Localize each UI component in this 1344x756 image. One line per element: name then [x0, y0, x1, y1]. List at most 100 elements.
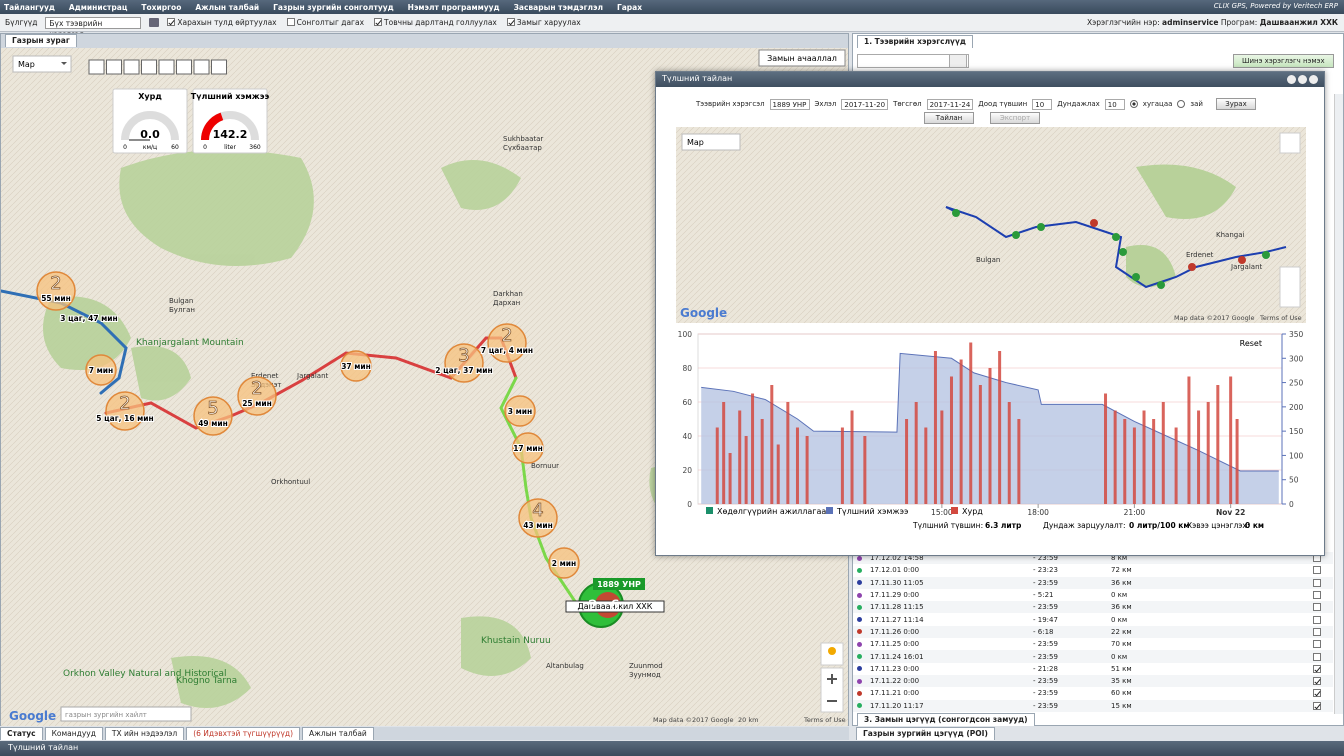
field-input[interactable]: 10	[1032, 98, 1053, 110]
map-tool[interactable]	[123, 59, 140, 75]
trip-row[interactable]: 17.11.22 0:00 - 23:59 35 км	[853, 674, 1333, 688]
trip-row[interactable]: 17.11.23 0:00 - 21:28 51 км	[853, 663, 1333, 675]
trip-checkbox[interactable]	[1313, 603, 1321, 612]
trip-checkbox[interactable]	[1313, 640, 1321, 649]
option[interactable]: Харахын тулд өйртуулах	[167, 18, 277, 27]
cluster[interactable]	[487, 323, 527, 363]
cluster[interactable]	[518, 498, 558, 538]
trip-checkbox[interactable]	[1313, 591, 1321, 600]
map-tool[interactable]	[106, 59, 122, 75]
trip-checkbox[interactable]	[1313, 615, 1321, 624]
trip-checkbox[interactable]	[1313, 689, 1321, 698]
map-tool[interactable]	[176, 59, 192, 75]
search-input[interactable]	[857, 54, 969, 68]
export-button[interactable]: Экспорт	[990, 112, 1040, 124]
trip-row[interactable]: 17.11.28 11:15 - 23:59 36 км	[853, 601, 1333, 614]
bottom-tab[interactable]: Командууд	[44, 727, 103, 740]
map-tool[interactable]	[158, 59, 175, 75]
checkbox[interactable]	[374, 18, 383, 26]
zoom-in[interactable]	[827, 674, 837, 702]
trip-checkbox[interactable]	[1313, 566, 1321, 575]
trip-row[interactable]: 17.11.21 0:00 - 23:59 60 км	[853, 687, 1333, 699]
map-type-select[interactable]	[681, 133, 741, 151]
trip-row[interactable]: 17.11.27 11:14 - 19:47 0 км	[853, 613, 1333, 625]
cluster[interactable]	[237, 376, 277, 416]
fullscreen[interactable]	[1279, 132, 1301, 154]
field-input[interactable]: 2017-11-24	[926, 98, 974, 110]
trip-checkbox[interactable]	[1313, 664, 1321, 673]
trip-row[interactable]: 17.11.25 0:00 - 23:59 70 км	[853, 638, 1333, 650]
minimize[interactable]	[1287, 75, 1296, 84]
gauge-track	[121, 111, 179, 141]
map-tool[interactable]	[211, 59, 227, 75]
menu-item[interactable]: Нэмэлт программууд	[407, 2, 500, 12]
trip-row[interactable]: 17.11.29 0:00 - 5:21 0 км	[853, 589, 1333, 601]
map-tool[interactable]	[193, 59, 210, 75]
cluster[interactable]	[444, 343, 484, 383]
trip-row[interactable]: 17.11.26 0:00 - 6:18 22 км	[853, 625, 1333, 639]
icon[interactable]	[149, 18, 160, 27]
add-button[interactable]: Шинэ хэрэглэгч нэмэх	[1233, 54, 1334, 68]
traffic-button[interactable]	[758, 49, 846, 67]
cluster[interactable]	[340, 350, 372, 382]
menu-item[interactable]: Гарах	[616, 2, 643, 12]
checkbox[interactable]	[506, 18, 515, 26]
report-button[interactable]: Тайлан	[924, 112, 974, 124]
trip-checkbox[interactable]	[1313, 652, 1321, 661]
waypoints-tab[interactable]: 3. Замын цэгүүд (сонгогдсон замууд)	[857, 713, 1035, 726]
cluster[interactable]	[193, 396, 233, 436]
maximize[interactable]	[1298, 75, 1307, 84]
map-tab[interactable]: Газрын зураг	[5, 34, 77, 47]
map-type-select[interactable]	[12, 55, 72, 73]
map-tools: Map Замын ачааллал газрын зургийн хайлт Goo…	[9, 49, 846, 724]
menu-item[interactable]: Газрын зургийн сонголтууд	[273, 2, 394, 12]
gauge-title: Хурд	[138, 92, 162, 101]
trip-checkbox[interactable]	[1313, 578, 1321, 587]
menu-item[interactable]: Засварын тэмдэглэл	[513, 2, 603, 12]
reset[interactable]: Reset	[1240, 339, 1262, 348]
field-input[interactable]: 2017-11-20	[841, 98, 889, 110]
menu-item[interactable]: Администрац	[68, 2, 128, 12]
cluster[interactable]	[36, 271, 76, 311]
bottom-tab[interactable]: Статус	[0, 727, 43, 740]
poi-tab[interactable]: Газрын зургийн цэгүүд (POI)	[856, 727, 995, 740]
option[interactable]: Замыг харуулах	[506, 18, 581, 27]
option[interactable]: Сонголтыг дагах	[286, 18, 364, 27]
close[interactable]	[1309, 75, 1318, 84]
cluster[interactable]	[105, 391, 145, 431]
vehicle-select[interactable]: Бүх тээврийн хэрэгсэл	[45, 16, 142, 39]
bottom-tab[interactable]: ТХ ийн нэдээлэл	[104, 727, 185, 740]
cluster[interactable]	[512, 432, 544, 464]
zoom[interactable]	[820, 667, 844, 713]
menu-item[interactable]: Тохиргоо	[141, 2, 182, 12]
vehicles-tab[interactable]: 1. Тээврийн хэрэгслүүд	[857, 35, 973, 48]
trip-row[interactable]: 17.12.01 0:00 - 23:23 72 км	[853, 564, 1333, 576]
field-input[interactable]: 1889 УНР	[769, 98, 810, 110]
map-tool[interactable]	[88, 59, 105, 75]
option[interactable]: Товчны дарлтанд голлуулах	[374, 18, 497, 27]
radio[interactable]	[1177, 100, 1186, 108]
trip-checkbox[interactable]	[1313, 701, 1321, 710]
draw-button[interactable]: Зурах	[1215, 98, 1256, 110]
field-input[interactable]: 10	[1104, 98, 1125, 110]
menu-item[interactable]: Ажлын талбай	[195, 2, 260, 12]
trip-checkbox[interactable]	[1313, 677, 1321, 686]
map-tool[interactable]	[141, 59, 157, 75]
search-button[interactable]	[949, 54, 967, 68]
menu-item[interactable]: Тайлангууд	[4, 2, 55, 12]
zoom[interactable]	[1279, 266, 1301, 308]
trip-checkbox[interactable]	[1313, 627, 1321, 636]
trip-row[interactable]: 17.11.30 11:05 - 23:59 36 км	[853, 576, 1333, 589]
cluster[interactable]	[548, 547, 580, 579]
cluster[interactable]	[85, 354, 117, 386]
cluster[interactable]	[504, 395, 536, 427]
radio[interactable]	[1129, 100, 1138, 108]
checkbox[interactable]	[167, 18, 176, 26]
speed-bar	[744, 436, 748, 504]
bottom-tab[interactable]: Ажлын талбай	[302, 727, 374, 740]
trip-row[interactable]: 17.11.20 11:17 - 23:59 15 км	[853, 699, 1333, 712]
checkbox[interactable]	[286, 18, 295, 26]
search-box[interactable]	[60, 706, 192, 722]
bottom-tab[interactable]: (6 Идэвхтэй түгшүүрүүд)	[186, 727, 301, 740]
trip-row[interactable]: 17.11.24 16:01 - 23:59 0 км	[853, 650, 1333, 663]
